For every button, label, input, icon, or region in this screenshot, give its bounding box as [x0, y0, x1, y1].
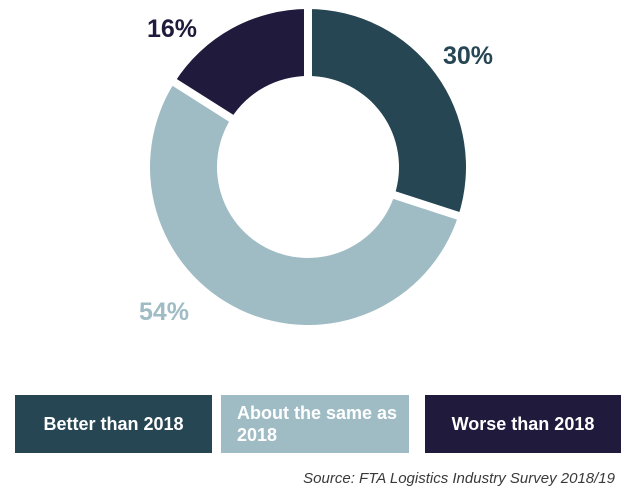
legend-label-better: Better than 2018	[43, 414, 184, 434]
legend-label-worse: Worse than 2018	[451, 414, 595, 434]
data-label-better: 30%	[443, 42, 494, 70]
data-label-worse: 16%	[147, 15, 198, 43]
legend-item-same: About the same as 2018	[221, 395, 409, 453]
slice-better	[308, 9, 466, 216]
slice-separator	[391, 190, 464, 221]
data-label-same: 54%	[139, 298, 190, 326]
legend-item-better: Better than 2018	[15, 395, 212, 453]
donut-chart-svg	[150, 5, 466, 325]
legend-item-worse: Worse than 2018	[425, 395, 621, 453]
slice-separator	[169, 76, 235, 123]
legend-label-same: About the same as 2018	[237, 403, 398, 445]
slice-worse	[174, 9, 308, 119]
slice-same	[150, 82, 459, 325]
source-note: Source: FTA Logistics Industry Survey 20…	[303, 470, 615, 487]
donut-slices	[150, 5, 466, 325]
